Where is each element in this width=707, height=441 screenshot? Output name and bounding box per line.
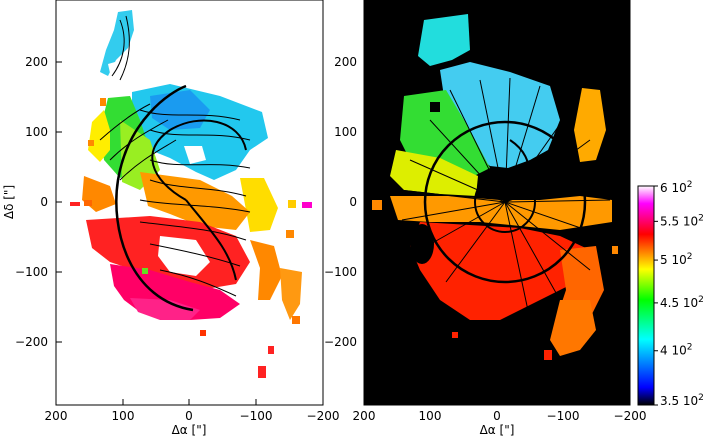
- right-xtick: −200: [614, 409, 647, 423]
- right-ytick: 200: [334, 55, 357, 69]
- right-xtick: 200: [353, 409, 376, 423]
- left-velocity-map: [70, 10, 312, 378]
- colorbar-label-exponent: 2: [687, 180, 693, 190]
- colorbar-gradient: [637, 185, 655, 406]
- left-ytick: −100: [15, 265, 48, 279]
- colorbar-label-exponent: 2: [698, 213, 704, 223]
- right-axis-ticks: [364, 61, 370, 343]
- colorbar-label-mantissa: 6 10: [660, 181, 687, 195]
- left-ytick: 200: [25, 55, 48, 69]
- right-xtick: 100: [419, 409, 442, 423]
- right-ytick: 0: [349, 195, 357, 209]
- right-xtick: 0: [493, 409, 501, 423]
- left-xtick: 0: [185, 409, 193, 423]
- right-xlabel: Δα ["]: [480, 423, 515, 437]
- colorbar-label: 6 102: [660, 180, 692, 195]
- colorbar-label-mantissa: 5.5 10: [660, 214, 698, 228]
- left-panel: 200 100 0 −100 −200 200 100 0 −100 −200 …: [2, 0, 339, 437]
- left-xtick: 100: [112, 409, 135, 423]
- left-xtick: −200: [307, 409, 340, 423]
- left-xtick: 200: [45, 409, 68, 423]
- right-ytick: −100: [324, 265, 357, 279]
- left-axis-ticks: [55, 61, 324, 405]
- colorbar-label-mantissa: 4.5 10: [660, 296, 698, 310]
- left-ytick: 0: [40, 195, 48, 209]
- left-ytick: 100: [25, 125, 48, 139]
- colorbar-label-mantissa: 3.5 10: [660, 394, 698, 408]
- right-panel: 200 100 0 −100 −200 200 100 0 −100 −200 …: [324, 0, 646, 437]
- right-ytick: −200: [324, 335, 357, 349]
- right-ytick: 100: [334, 125, 357, 139]
- colorbar-label-exponent: 2: [687, 343, 693, 353]
- colorbar-label: 5 102: [660, 252, 692, 267]
- colorbar-label-exponent: 2: [698, 295, 704, 305]
- colorbar-label: 4 102: [660, 343, 692, 358]
- left-ylabel: Δδ ["]: [2, 185, 16, 219]
- left-xtick: −100: [240, 409, 273, 423]
- colorbar-label-exponent: 2: [687, 252, 693, 262]
- colorbar-label-mantissa: 4 10: [660, 344, 687, 358]
- left-xlabel: Δα ["]: [172, 423, 207, 437]
- colorbar-label: 5.5 102: [660, 213, 704, 228]
- right-xtick: −100: [547, 409, 580, 423]
- colorbar-label: 3.5 102: [660, 393, 704, 408]
- colorbar-label-exponent: 2: [698, 393, 704, 403]
- colorbar-label: 4.5 102: [660, 295, 704, 310]
- right-velocity-model: [372, 14, 618, 360]
- colorbar-label-mantissa: 5 10: [660, 253, 687, 267]
- left-ytick: −200: [15, 335, 48, 349]
